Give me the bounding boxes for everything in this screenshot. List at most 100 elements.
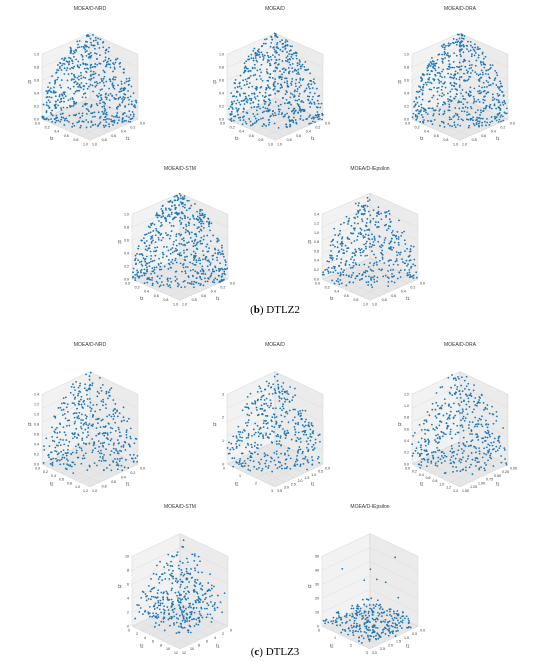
data-point <box>499 104 502 107</box>
data-point <box>318 461 321 464</box>
data-point <box>153 272 156 274</box>
data-point <box>436 90 439 93</box>
z-tick-label: 1 <box>222 439 224 443</box>
data-point <box>455 93 458 96</box>
data-point <box>492 465 495 467</box>
data-point <box>237 107 240 110</box>
data-point <box>428 73 431 76</box>
data-point <box>170 267 172 269</box>
data-point <box>397 238 400 240</box>
data-point <box>453 52 456 55</box>
data-point <box>287 85 290 88</box>
data-point <box>243 99 246 102</box>
data-point <box>167 233 169 236</box>
data-point <box>171 582 174 585</box>
data-point <box>452 451 455 453</box>
data-point <box>278 390 281 393</box>
data-point <box>57 407 60 409</box>
data-point <box>238 101 241 104</box>
data-point <box>303 110 306 113</box>
data-point <box>360 248 363 251</box>
data-point <box>108 395 111 397</box>
data-point <box>155 229 158 232</box>
data-point <box>155 280 158 283</box>
data-point <box>286 55 289 58</box>
data-point <box>284 390 287 393</box>
data-point <box>474 404 477 406</box>
data-point <box>286 450 289 452</box>
data-point <box>144 593 147 595</box>
data-point <box>53 86 55 89</box>
data-point <box>120 420 123 422</box>
data-point <box>87 108 89 111</box>
data-point <box>108 118 110 120</box>
data-point <box>105 390 108 393</box>
data-point <box>78 46 81 49</box>
data-point <box>217 251 219 254</box>
data-point <box>187 230 190 233</box>
chart-panel-7: MOEA/D01230.00.51.01.52.02.53.03.50123f3… <box>213 342 330 493</box>
data-point <box>244 92 247 95</box>
data-point <box>124 96 126 99</box>
x-tick-label: 1.25 <box>470 485 477 489</box>
data-point <box>162 598 165 601</box>
data-point <box>495 71 498 74</box>
data-point <box>451 437 453 440</box>
data-point <box>87 46 90 49</box>
data-point <box>144 609 147 612</box>
data-point <box>170 230 173 232</box>
data-point <box>462 442 465 445</box>
data-point <box>199 270 202 272</box>
data-point <box>113 96 115 99</box>
data-point <box>58 94 61 96</box>
chart-title: MOEA/D-IEpsilon <box>350 504 389 510</box>
data-point <box>263 110 266 113</box>
data-point <box>240 465 243 467</box>
data-point <box>342 271 344 273</box>
data-point <box>209 263 212 266</box>
data-point <box>486 121 489 124</box>
data-point <box>200 614 202 617</box>
y-axis-label: f2 <box>50 482 54 487</box>
data-point <box>60 116 63 119</box>
data-point <box>473 100 476 103</box>
data-point <box>448 103 451 106</box>
data-point <box>171 201 174 204</box>
data-point <box>283 415 286 418</box>
data-point <box>267 385 270 387</box>
data-point <box>123 82 126 84</box>
grid-line <box>61 110 110 133</box>
data-point <box>395 259 398 262</box>
data-point <box>275 416 278 418</box>
data-point <box>165 562 168 565</box>
y-tick-label: 12 <box>174 651 178 655</box>
data-point <box>337 251 340 253</box>
data-point <box>280 414 283 417</box>
data-point <box>393 241 396 244</box>
data-point <box>239 458 242 460</box>
data-point <box>78 112 80 115</box>
data-point <box>488 68 491 70</box>
data-point <box>246 403 249 405</box>
data-point <box>360 233 363 235</box>
data-point <box>256 414 259 417</box>
data-point <box>196 564 199 566</box>
data-point <box>420 114 423 116</box>
data-point <box>481 51 484 54</box>
data-point <box>423 110 425 112</box>
data-point <box>168 221 171 224</box>
data-point <box>75 380 77 383</box>
data-point <box>43 445 45 448</box>
data-point <box>286 44 289 47</box>
y-tick-label: 6 <box>152 640 154 644</box>
data-point <box>271 113 274 115</box>
data-point <box>352 264 355 267</box>
data-point <box>476 118 478 121</box>
data-point <box>267 123 270 126</box>
data-point <box>330 254 333 257</box>
data-point <box>470 64 473 66</box>
data-point <box>471 421 474 423</box>
data-point <box>185 228 187 231</box>
data-point <box>265 434 267 436</box>
x-tick-label: 0.0 <box>140 466 145 470</box>
